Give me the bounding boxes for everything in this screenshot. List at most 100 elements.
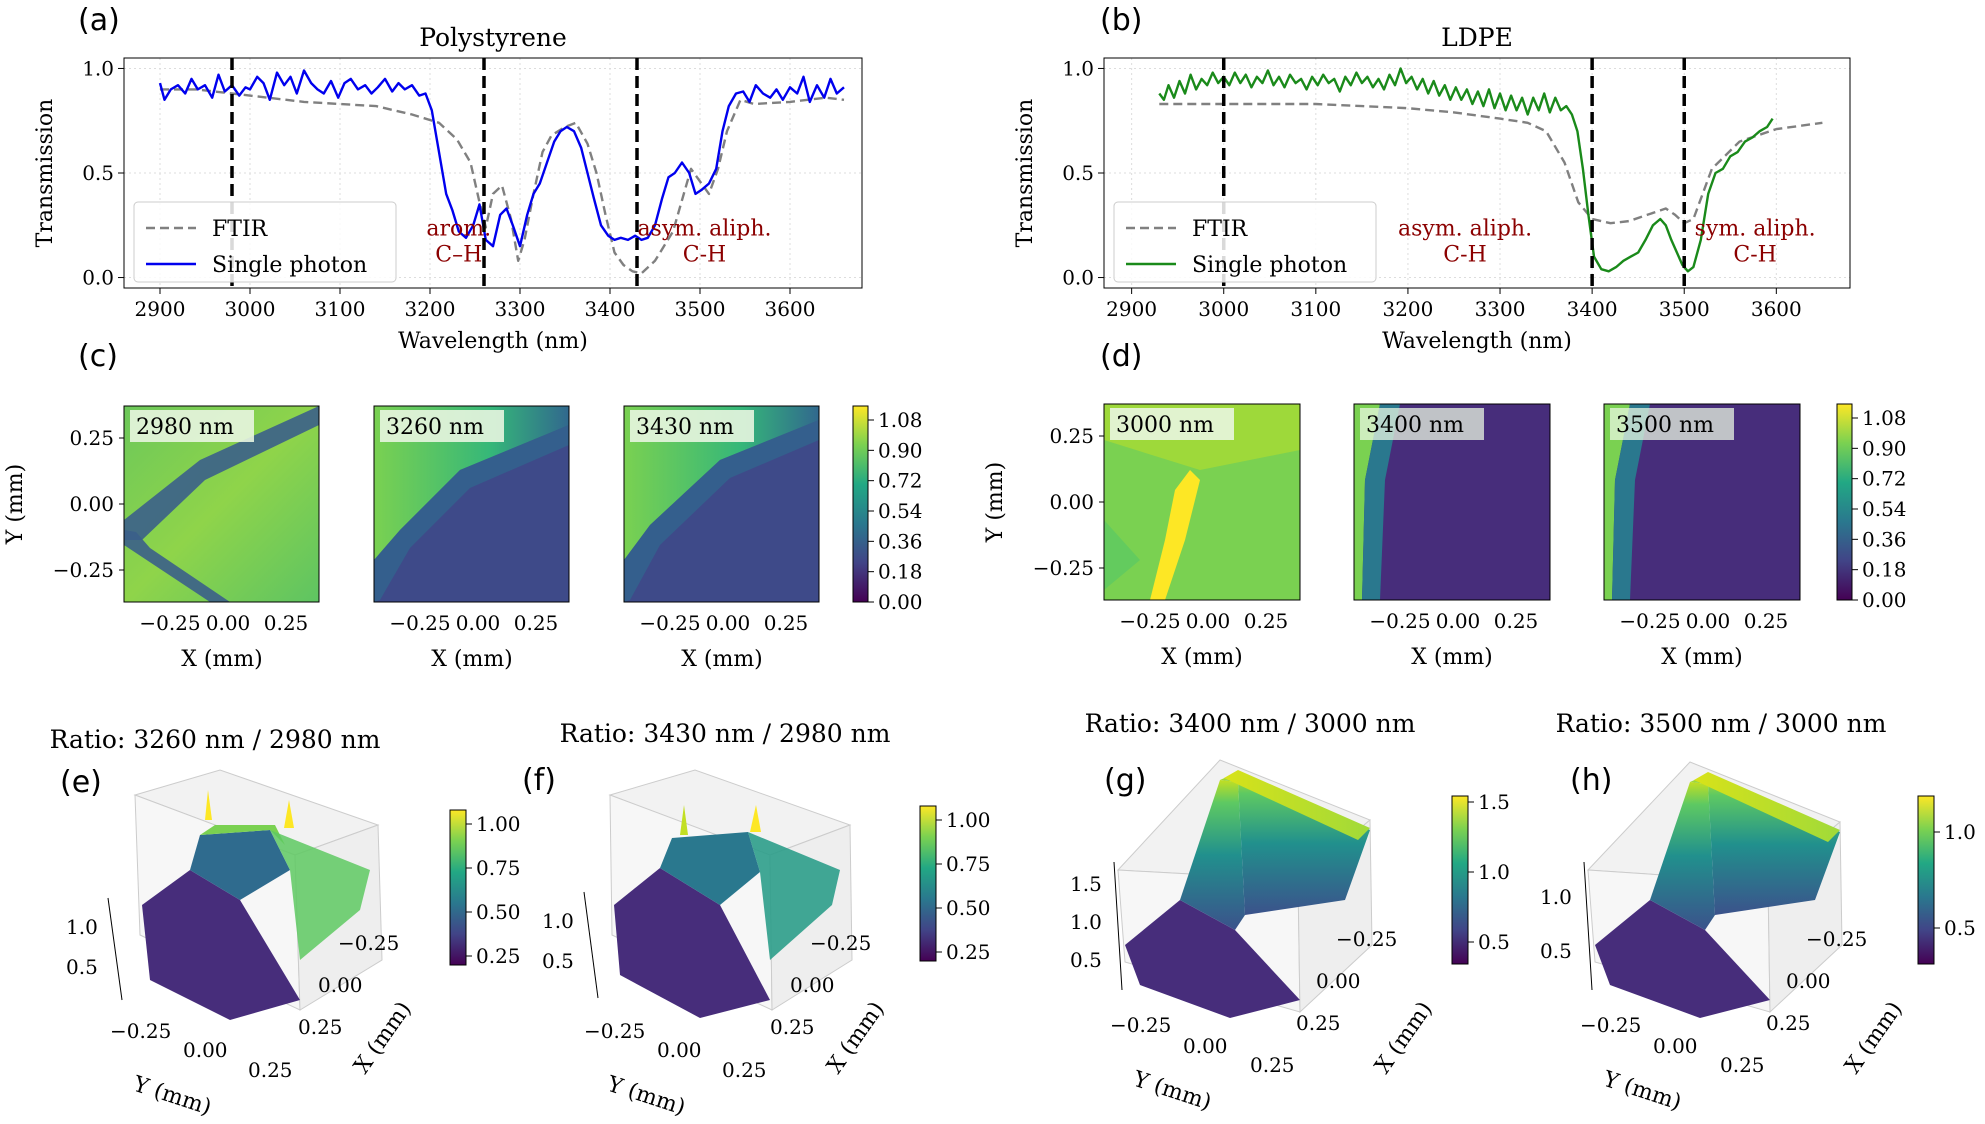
chart-b-frame	[1103, 57, 1851, 289]
panel-label-f: (f)	[522, 763, 556, 798]
surface-f-ztick: 0.5	[542, 949, 574, 973]
surface-e-title: Ratio: 3260 nm / 2980 nm	[50, 725, 381, 754]
cbar-d-ticks-label: 0.72	[1862, 467, 1907, 491]
surface-f-xtick: 0.25	[770, 1015, 815, 1039]
heatmap-c-xaxes: −0.25 0.00 0.25 X (mm) −0.25 0.00 0.25 X…	[139, 611, 808, 672]
heatmap-c-1: 2980 nm	[123, 405, 320, 603]
chart-a-xtick-label: 3400	[585, 297, 636, 321]
d1-xtick-label: 0.25	[1244, 609, 1289, 633]
colorbar-c-bar	[852, 405, 869, 603]
heatmap-c-1-ridge	[124, 406, 319, 540]
chart-b-xtick-label: 3400	[1567, 297, 1618, 321]
surface-e-spike	[284, 800, 294, 828]
surface-f: Ratio: 3430 nm / 2980 nm 1.0 0.5 −0.25 0…	[542, 719, 991, 1121]
chart-b-xtick-label: 3500	[1659, 297, 1710, 321]
surface-g-ytick: −0.25	[1110, 1013, 1171, 1037]
chart-a-ytick-label: 0.5	[82, 161, 114, 185]
surface-h-ytick: 0.25	[1720, 1053, 1765, 1077]
surface-e: Ratio: 3260 nm / 2980 nm 1.0 0.5 −0.25 0…	[50, 725, 521, 1121]
cbar-c-ticks-label: 0.18	[878, 560, 923, 584]
cbar-c-ticks-label: 1.08	[878, 408, 923, 432]
surface-e-wall	[190, 830, 290, 900]
surface-f-low-plateau	[614, 868, 770, 1018]
heatmap-d-2-label: 3400 nm	[1366, 413, 1464, 438]
surface-f-colorbar	[919, 805, 937, 962]
surface-f-ylabel: Y (mm)	[603, 1072, 688, 1121]
cbar-c-ticks-label: 0.00	[878, 590, 923, 614]
panel-label-h: (h)	[1570, 763, 1612, 798]
heatmap-d-1-label: 3000 nm	[1116, 413, 1214, 438]
surface-h-ztick: 1.0	[1540, 885, 1572, 909]
heatmap-d-3-transition	[1612, 404, 1650, 600]
cbar-d-ticks-label: 0.54	[1862, 497, 1907, 521]
cbar-g-ticks-label: 1.0	[1478, 860, 1510, 884]
d-ytick-label: 0.25	[1049, 424, 1094, 448]
surface-e-ytick: 0.00	[183, 1038, 228, 1062]
surface-e-ytick: −0.25	[110, 1019, 171, 1043]
surface-h-colorbar-ticks: 1.0 0.5	[1934, 820, 1976, 940]
surface-g-xtick: 0.25	[1296, 1011, 1341, 1035]
surface-e-xtick: 0.25	[298, 1015, 343, 1039]
chart-a-legend-label: FTIR	[212, 217, 269, 242]
surface-f-xlabel: X (mm)	[822, 997, 889, 1078]
chart-b-xtick-label: 3200	[1382, 297, 1433, 321]
surface-f-spike	[680, 805, 688, 835]
chart-a-ylabel: Transmission	[33, 99, 58, 248]
surface-e-colorbar	[449, 809, 467, 966]
cbar-d-ticks-label: 1.08	[1862, 406, 1907, 430]
c2-xlabel: X (mm)	[431, 647, 513, 672]
surface-f-wall	[660, 832, 760, 905]
chart-b-xtick-label: 3100	[1290, 297, 1341, 321]
chart-b-annotation: asym. aliph.	[1398, 217, 1532, 242]
surface-h-top	[1694, 772, 1840, 842]
chart-b-series-ftir	[1159, 102, 1823, 225]
c-ytick-label: 0.00	[69, 492, 114, 516]
c1-xlabel: X (mm)	[181, 647, 263, 672]
chart-b-ldpe: LDPE 2900 3000 3100 3200 3300 3400 3500 3600 0.0 0…	[1013, 23, 1851, 354]
c-ylabel: Y (mm)	[3, 464, 28, 545]
surface-h-colorbar	[1917, 795, 1935, 965]
chart-a-annotation: arom.	[426, 217, 491, 242]
c-ytick-label: 0.25	[69, 426, 114, 450]
surface-h-xlabel: X (mm)	[1840, 997, 1907, 1078]
cbar-d-ticks-label: 0.90	[1862, 436, 1907, 460]
surface-g-title: Ratio: 3400 nm / 3000 nm	[1085, 709, 1416, 738]
cbar-e-ticks-label: 0.75	[476, 856, 521, 880]
c3-xtick-label: −0.25	[639, 611, 700, 635]
chart-a-annotation: C-H	[683, 243, 726, 268]
surface-e-ylabel: Y (mm)	[129, 1072, 214, 1121]
chart-a-xtick-label: 3500	[675, 297, 726, 321]
surface-g-low-plateau	[1125, 900, 1300, 1018]
panel-label-d: (d)	[1100, 339, 1142, 374]
surface-h-zaxis	[1583, 861, 1593, 991]
heatmap-d-2: 3400 nm	[1353, 403, 1551, 601]
cbar-g-ticks-label: 0.5	[1478, 930, 1510, 954]
chart-b-xtick-label: 3300	[1475, 297, 1526, 321]
surface-h-ztick: 0.5	[1540, 939, 1572, 963]
c1-xtick-label: 0.25	[264, 611, 309, 635]
surface-e-ridge	[200, 825, 285, 845]
chart-a-annotation: C–H	[435, 243, 482, 268]
heatmap-d-3-label-box	[1610, 408, 1734, 440]
cbar-e-ticks-label: 0.50	[476, 900, 521, 924]
surface-h-xtick: −0.25	[1806, 927, 1867, 951]
surface-f-high-plateau	[748, 832, 840, 960]
chart-b-annotation: C-H	[1733, 243, 1776, 268]
chart-a-annotation: asym. aliph.	[637, 217, 771, 242]
heatmap-d-2-transition	[1362, 404, 1400, 600]
heatmap-d-3: 3500 nm	[1603, 403, 1801, 601]
panel-label-b: (b)	[1100, 3, 1142, 38]
surface-f-xtick: 0.00	[790, 973, 835, 997]
chart-a-title: Polystyrene	[419, 23, 567, 52]
chart-b-series-single-photon	[1158, 67, 1774, 273]
chart-b-ytick-label: 0.0	[1062, 266, 1094, 290]
cbar-e-ticks-label: 1.00	[476, 812, 521, 836]
heatmap-c-yaxis: 0.25 0.00 −0.25 Y (mm)	[3, 426, 124, 582]
c-ytick-label: −0.25	[53, 558, 114, 582]
chart-a-xtick-label: 3300	[495, 297, 546, 321]
c1-xtick-label: 0.00	[206, 611, 251, 635]
heatmap-d-3-frame	[1603, 403, 1801, 601]
panel-label-a: (a)	[78, 3, 120, 38]
colorbar-d-bar	[1836, 403, 1853, 601]
c1-xtick-label: −0.25	[139, 611, 200, 635]
